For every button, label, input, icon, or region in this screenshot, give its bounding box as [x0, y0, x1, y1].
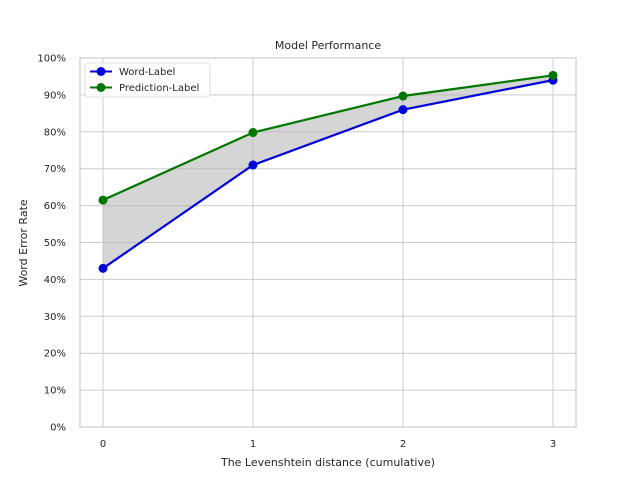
y-tick-label: 90%	[44, 90, 66, 101]
legend-label-word-label: Word-Label	[119, 67, 175, 78]
y-tick-label: 20%	[44, 349, 66, 360]
y-tick-label: 50%	[44, 238, 66, 249]
data-point-word-label-1	[248, 160, 258, 170]
data-point-prediction-label-3	[548, 70, 558, 80]
legend-marker-prediction-label	[96, 83, 106, 92]
legend-label-prediction-label: Prediction-Label	[119, 83, 199, 94]
y-tick-label: 40%	[44, 275, 66, 286]
x-tick-label: 3	[550, 439, 556, 450]
chart-title: Model Performance	[275, 39, 381, 52]
data-point-word-label-0	[98, 263, 108, 273]
y-tick-label: 80%	[44, 127, 66, 138]
plot-frame	[79, 57, 577, 428]
series-layer	[98, 70, 558, 273]
x-tick-label: 1	[250, 439, 256, 450]
series-line-word-label	[102, 79, 554, 270]
data-point-prediction-label-2	[398, 91, 408, 101]
data-point-prediction-label-0	[98, 195, 108, 205]
y-axis-label: Word Error Rate	[17, 199, 30, 287]
y-tick-labels: 0% 10% 20% 30% 40% 50% 60% 70% 80% 90% 100%	[37, 54, 66, 434]
y-tick-label: 70%	[44, 164, 66, 175]
y-tick-label: 0%	[50, 423, 66, 434]
data-point-prediction-label-1	[248, 128, 258, 138]
x-tick-labels: 0 1 2 3	[100, 439, 556, 450]
y-tick-label: 100%	[37, 54, 66, 65]
data-point-word-label-2	[398, 105, 408, 115]
x-tick-label: 2	[400, 439, 406, 450]
y-tick-label: 30%	[44, 312, 66, 323]
x-axis-label: The Levenshtein distance (cumulative)	[220, 456, 435, 469]
y-tick-label: 10%	[44, 386, 66, 397]
fill-between-area	[103, 75, 553, 269]
series-line-prediction-label	[102, 74, 554, 202]
x-tick-label: 0	[100, 439, 106, 450]
legend-box	[84, 62, 211, 98]
legend: Word-Label Prediction-Label	[84, 62, 211, 98]
legend-marker-word-label	[96, 67, 106, 76]
y-tick-label: 60%	[44, 201, 66, 212]
